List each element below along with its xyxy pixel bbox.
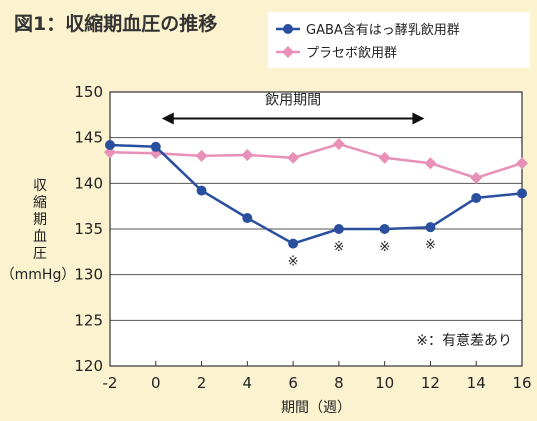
significance-marks: ※ ※ ※ ※ (288, 238, 436, 269)
y-axis-label: 収 縮 期 血 圧 （mmHg） (1, 178, 76, 283)
series-0-point-10 (379, 224, 390, 234)
series-0-point-4 (242, 213, 253, 224)
series-layer (104, 138, 528, 249)
series-0-point-2 (196, 185, 207, 196)
significance-mark-8: ※ (333, 240, 344, 255)
series-1-point-8 (332, 138, 345, 151)
y-tick-label-140: 140 (74, 174, 103, 192)
legend-label-gaba: GABA含有はっ酵乳飲用群 (306, 22, 460, 38)
chart-title: 図1：収縮期血圧の推移 (14, 12, 217, 35)
y-tick-label-135: 135 (74, 220, 103, 238)
series-0-point-16 (517, 188, 527, 199)
series-1-point-14 (470, 171, 483, 184)
x-tick-label--2: -2 (103, 374, 118, 392)
x-tick-label-8: 8 (334, 374, 344, 392)
x-axis-label: 期間（週） (281, 400, 351, 416)
significance-mark-10: ※ (379, 240, 390, 255)
series-1-point--2 (104, 146, 116, 159)
series-1-point-16 (516, 157, 528, 170)
plot-border (109, 91, 523, 367)
x-tick-label-10: 10 (375, 374, 394, 392)
x-tick-label-0: 0 (151, 374, 161, 392)
series-1-point-10 (378, 151, 391, 164)
series-line-1 (109, 142, 523, 180)
period-label: 飲用期間 (265, 92, 321, 108)
y-axis-label-char-1: 収 (33, 178, 47, 194)
series-1-point-12 (424, 157, 437, 170)
x-tick-label-14: 14 (467, 374, 486, 392)
series-0-point--2 (105, 139, 115, 150)
series-line-0 (109, 143, 523, 245)
legend: GABA含有はっ酵乳飲用群 プラセボ飲用群 (268, 12, 530, 68)
y-tick-label-150: 150 (74, 83, 103, 101)
y-axis-label-char-4: 血 (33, 229, 47, 245)
series-1-point-4 (241, 149, 254, 162)
series-1-point-2 (195, 149, 208, 162)
gridlines (110, 137, 522, 321)
y-tick-label-125: 125 (74, 311, 103, 329)
legend-marker-placebo (282, 46, 294, 58)
y-axis-label-char-3: 期 (33, 212, 47, 228)
period-arrow-head-left (161, 112, 174, 125)
period-annotation: 飲用期間 (161, 92, 425, 125)
x-tick-label-2: 2 (197, 374, 207, 392)
period-arrow-head-right (412, 112, 425, 125)
series-1-point-6 (287, 151, 300, 164)
series-0-point-8 (333, 224, 344, 234)
series-0-point-12 (425, 222, 436, 233)
legend-label-placebo: プラセボ飲用群 (306, 45, 397, 61)
legend-box (268, 12, 530, 68)
legend-marker-gaba (283, 24, 293, 34)
y-axis-label-char-2: 縮 (33, 195, 47, 211)
y-tick-label-130: 130 (74, 266, 103, 284)
y-tick-label-145: 145 (74, 129, 103, 147)
x-tick-label-12: 12 (421, 374, 440, 392)
series-0-point-14 (471, 192, 482, 203)
x-tick-label-4: 4 (243, 374, 253, 392)
series-0-point-6 (288, 238, 299, 249)
x-tick-label-16: 16 (512, 374, 531, 392)
series-0-point-0 (150, 141, 161, 152)
y-tick-label-120: 120 (74, 357, 103, 375)
significance-mark-12: ※ (425, 238, 436, 253)
footnote: ※：有意差あり (416, 332, 512, 349)
y-axis-ticks: 120 125 130 135 140 145 150 (74, 83, 103, 375)
x-axis-ticks: -2 0 2 4 6 8 10 12 14 16 (103, 361, 532, 392)
y-axis-unit: （mmHg） (1, 267, 76, 283)
x-tick-label-6: 6 (288, 374, 298, 392)
significance-mark-6: ※ (288, 255, 299, 270)
y-axis-label-char-5: 圧 (33, 246, 47, 262)
